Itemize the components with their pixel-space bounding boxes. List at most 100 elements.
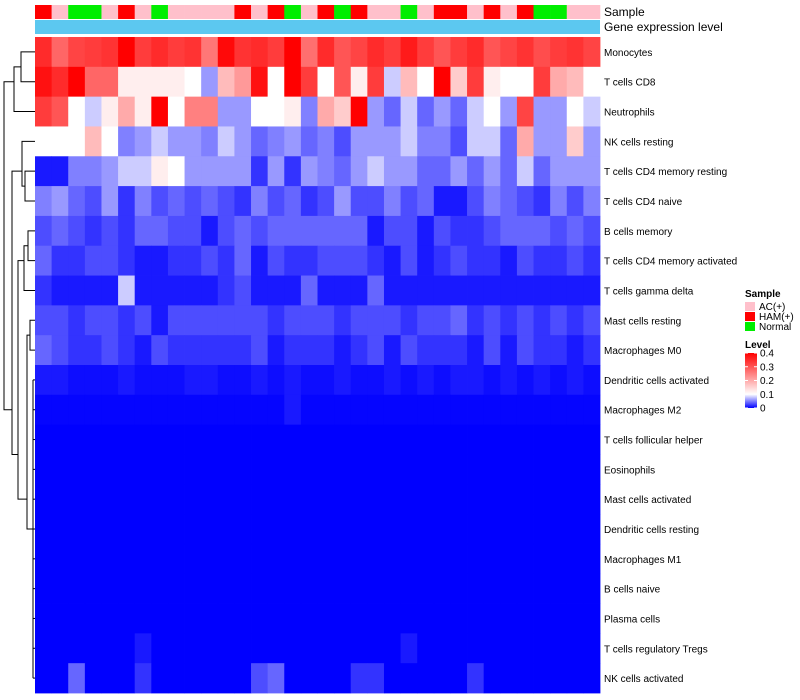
heatmap-cell	[334, 514, 352, 545]
heatmap-cell	[68, 603, 86, 634]
heatmap-cell	[201, 126, 219, 157]
heatmap-cell	[334, 424, 352, 455]
heatmap-cell	[217, 66, 235, 98]
heatmap-cell	[550, 394, 568, 426]
heatmap-cell	[583, 215, 601, 247]
heatmap-cell	[550, 215, 568, 247]
heatmap-cell	[35, 335, 53, 366]
heatmap-cell	[167, 96, 185, 127]
heatmap-cell	[217, 454, 235, 485]
gene-expression-annotation-bar	[35, 20, 600, 34]
heatmap-cell	[516, 543, 534, 575]
heatmap-cell	[467, 37, 485, 68]
heatmap-cell	[35, 37, 53, 68]
heatmap-cell	[400, 543, 418, 575]
sample-annotation-cell	[251, 5, 268, 19]
heatmap-cell	[267, 245, 285, 276]
heatmap-cell	[35, 603, 53, 634]
heatmap-cell	[300, 543, 318, 575]
heatmap-cell	[533, 484, 551, 515]
heatmap-cell	[533, 663, 551, 694]
heatmap-cell	[566, 126, 584, 157]
heatmap-cell	[367, 156, 385, 187]
heatmap-cell	[433, 275, 451, 306]
heatmap-cell	[500, 215, 518, 247]
heatmap-cell	[533, 156, 551, 187]
heatmap-cell	[433, 633, 451, 664]
heatmap-cell	[234, 514, 252, 545]
heatmap-cell	[68, 454, 86, 485]
row-label: T cells regulatory Tregs	[604, 644, 708, 655]
sample-legend-swatch	[745, 322, 755, 331]
heatmap-cell	[334, 603, 352, 634]
heatmap-cell	[234, 424, 252, 455]
heatmap-cell	[184, 454, 202, 485]
row-label: Macrophages M0	[604, 346, 682, 357]
heatmap-cell	[550, 156, 568, 187]
heatmap-cell	[51, 275, 69, 306]
heatmap-cell	[550, 275, 568, 306]
heatmap-cell	[467, 514, 485, 545]
heatmap-cell	[483, 245, 501, 276]
row-label: Monocytes	[604, 48, 652, 59]
sample-annotation-cell	[35, 5, 52, 19]
heatmap-cell	[317, 424, 335, 455]
heatmap-cell	[68, 66, 86, 98]
heatmap-cell	[433, 543, 451, 575]
dendrogram-branch	[20, 51, 35, 83]
heatmap-cell	[317, 156, 335, 187]
heatmap-cell	[566, 37, 584, 68]
heatmap-cell	[516, 424, 534, 455]
heatmap-cell	[516, 365, 534, 396]
sample-legend-items: AC(+)HAM(+)Normal	[745, 302, 794, 333]
heatmap-cell	[483, 126, 501, 157]
heatmap-cell	[417, 603, 435, 634]
dendrogram-branch	[13, 66, 35, 113]
heatmap-cell	[251, 573, 269, 604]
heatmap-cell	[101, 275, 119, 306]
heatmap-cell	[201, 186, 219, 217]
heatmap-cell	[51, 335, 69, 366]
heatmap-cell	[400, 96, 418, 127]
heatmap-cell	[417, 335, 435, 366]
heatmap-cell	[184, 335, 202, 366]
heatmap-cell	[134, 394, 152, 426]
heatmap-cell	[500, 663, 518, 694]
heatmap-cell	[383, 424, 401, 455]
heatmap-cell	[217, 215, 235, 247]
heatmap-cell	[300, 96, 318, 127]
sample-annotation-cell	[550, 5, 568, 19]
heatmap-cell	[151, 514, 169, 545]
heatmap-cell	[118, 215, 136, 247]
heatmap-cell	[217, 484, 235, 515]
heatmap-cell	[167, 663, 185, 694]
heatmap-cell	[134, 305, 152, 336]
heatmap-cell	[35, 365, 53, 396]
heatmap-cell	[583, 514, 601, 545]
heatmap-cell	[417, 186, 435, 217]
heatmap-cell	[417, 424, 435, 455]
dendrogram-branch	[3, 81, 14, 411]
heatmap-cell	[167, 126, 185, 157]
heatmap-cell	[251, 365, 269, 396]
heatmap-cell	[566, 305, 584, 336]
row-label: Mast cells resting	[604, 316, 681, 327]
heatmap-cell	[51, 633, 69, 664]
heatmap-cell	[383, 156, 401, 187]
row-label: T cells gamma delta	[604, 286, 694, 297]
heatmap-cell	[467, 245, 485, 276]
heatmap-cell	[251, 156, 269, 187]
heatmap-cell	[383, 66, 401, 98]
heatmap-cell	[450, 37, 468, 68]
heatmap-cell	[383, 663, 401, 694]
heatmap-cell	[284, 186, 302, 217]
heatmap-cell	[583, 365, 601, 396]
heatmap-cell	[284, 633, 302, 664]
heatmap-cell	[400, 484, 418, 515]
heatmap-cell	[367, 126, 385, 157]
heatmap-cell	[583, 424, 601, 455]
row-label: B cells naive	[604, 585, 661, 596]
heatmap-cell	[234, 335, 252, 366]
row-label: NK cells activated	[604, 674, 683, 685]
heatmap-cell	[284, 394, 302, 426]
